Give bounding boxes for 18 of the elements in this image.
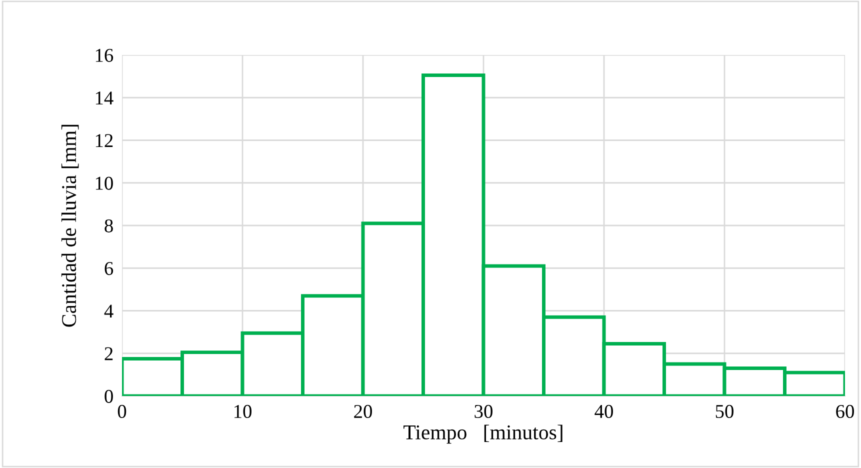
x-tick-label: 0 xyxy=(118,404,126,418)
y-tick-label: 8 xyxy=(104,219,113,232)
y-tick-label: 10 xyxy=(96,176,113,190)
x-tick-label: 40 xyxy=(594,404,613,418)
y-axis-title: Cantidad de lluvia [mm] xyxy=(61,124,79,327)
y-tick-label: 16 xyxy=(96,48,114,62)
y-tick-label: 12 xyxy=(96,134,113,147)
x-tick-label: 60 xyxy=(836,404,854,418)
x-tick-label: 20 xyxy=(354,404,372,418)
y-tick-label: 0 xyxy=(104,390,113,403)
y-tick-label: 6 xyxy=(104,262,114,276)
y-tick-label: 4 xyxy=(104,304,114,318)
x-axis-title: Tiempo [minutos] xyxy=(404,424,562,444)
x-tick-label: 50 xyxy=(716,404,734,418)
y-tick-label: 2 xyxy=(104,347,113,360)
x-tick-label: 30 xyxy=(474,404,492,418)
x-tick-label: 10 xyxy=(234,404,252,418)
y-tick-label: 14 xyxy=(96,92,114,104)
